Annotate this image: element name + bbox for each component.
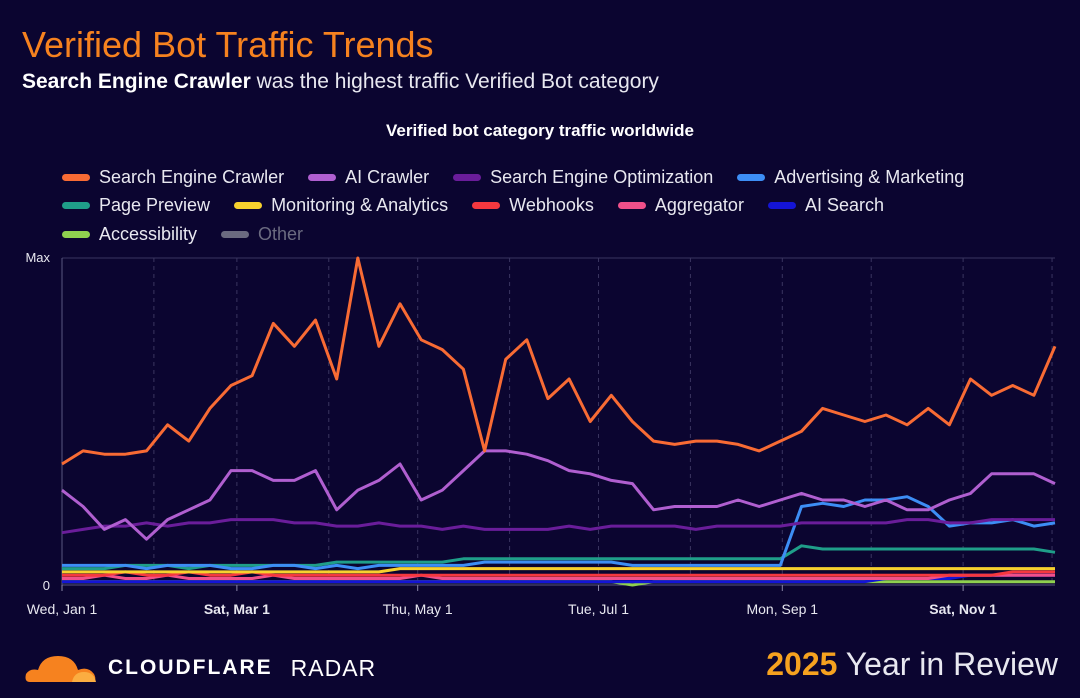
- legend-item[interactable]: Search Engine Optimization: [453, 167, 713, 188]
- legend-item[interactable]: Search Engine Crawler: [62, 167, 284, 188]
- series-line-page-preview: [62, 544, 1056, 571]
- legend-item[interactable]: Page Preview: [62, 195, 210, 216]
- legend-label: Webhooks: [509, 195, 594, 216]
- chart-legend: Search Engine Crawler AI Crawler Search En…: [62, 163, 1062, 249]
- legend-swatch: [62, 230, 90, 238]
- chart-title: Verified bot category traffic worldwide: [386, 121, 694, 140]
- legend-item[interactable]: Monitoring & Analytics: [234, 195, 448, 216]
- legend-item[interactable]: Webhooks: [472, 195, 594, 216]
- series-line-search-engine-optimization: [61, 518, 1055, 535]
- legend-swatch: [767, 202, 796, 210]
- legend-item[interactable]: Advertising & Marketing: [737, 167, 964, 188]
- legend-item[interactable]: Accessibility: [62, 224, 197, 245]
- legend-row: Accessibility Other: [62, 220, 1062, 249]
- series-line-search-engine-crawler: [61, 256, 1057, 466]
- page-subtitle: Search Engine Crawler was the highest tr…: [22, 70, 659, 94]
- year: 2025: [766, 646, 838, 682]
- legend-row: Page Preview Monitoring & Analytics Webhoo…: [62, 192, 1062, 221]
- legend-label: AI Crawler: [345, 166, 430, 187]
- subtitle-highlight: Search Engine Crawler: [22, 70, 251, 93]
- x-tick-label: Tue, Jul 1: [568, 601, 629, 617]
- legend-label: Search Engine Crawler: [99, 166, 285, 187]
- product-name: RADAR: [290, 654, 377, 681]
- legend-label: Aggregator: [654, 195, 744, 216]
- page-title: Verified Bot Traffic Trends: [22, 24, 434, 65]
- y-tick-label: Max: [25, 250, 50, 265]
- legend-label: AI Search: [804, 195, 884, 216]
- legend-swatch: [737, 173, 766, 181]
- series-line-webhooks: [62, 570, 1055, 577]
- year-in-review: 2025 Year in Review: [766, 646, 1058, 683]
- series-line-monitoring-analytics: [62, 567, 1055, 574]
- legend-swatch: [617, 202, 646, 210]
- cloudflare-radar-logo: CLOUDFLARE RADAR: [22, 648, 376, 688]
- legend-swatch: [453, 173, 482, 181]
- legend-label: Page Preview: [99, 195, 211, 216]
- x-tick-label: Mon, Sep 1: [746, 601, 818, 617]
- series-line-aggregator: [62, 573, 1055, 580]
- x-tick-label: Sat, Nov 1: [929, 601, 997, 617]
- legend-item[interactable]: Other: [221, 224, 303, 245]
- series-line-ai-crawler: [61, 449, 1056, 541]
- x-tick-label: Wed, Jan 1: [27, 601, 98, 617]
- legend-row: Search Engine Crawler AI Crawler Search En…: [62, 163, 1062, 192]
- legend-swatch: [62, 173, 90, 181]
- subtitle-text: was the highest traffic Verified Bot cat…: [250, 70, 659, 93]
- legend-label: Accessibility: [99, 223, 198, 244]
- legend-swatch: [62, 202, 90, 210]
- legend-swatch: [472, 202, 501, 210]
- cloud-icon: [25, 656, 96, 682]
- legend-item[interactable]: Aggregator: [617, 195, 744, 216]
- year-in-review-label: Year in Review: [837, 646, 1058, 682]
- legend-swatch: [234, 202, 263, 210]
- x-tick-label: Thu, May 1: [383, 601, 453, 617]
- y-tick-label: 0: [43, 578, 50, 593]
- legend-label: Search Engine Optimization: [490, 166, 714, 187]
- legend-label: Advertising & Marketing: [774, 166, 965, 187]
- legend-swatch: [221, 230, 250, 238]
- brand-name: CLOUDFLARE: [108, 656, 273, 679]
- x-tick-label: Sat, Mar 1: [204, 601, 270, 617]
- legend-swatch: [308, 173, 337, 181]
- legend-label: Other: [258, 223, 304, 244]
- series-line-advertising-marketing: [62, 495, 1056, 571]
- legend-item[interactable]: AI Search: [767, 195, 884, 216]
- legend-label: Monitoring & Analytics: [271, 195, 449, 216]
- legend-item[interactable]: AI Crawler: [308, 167, 429, 188]
